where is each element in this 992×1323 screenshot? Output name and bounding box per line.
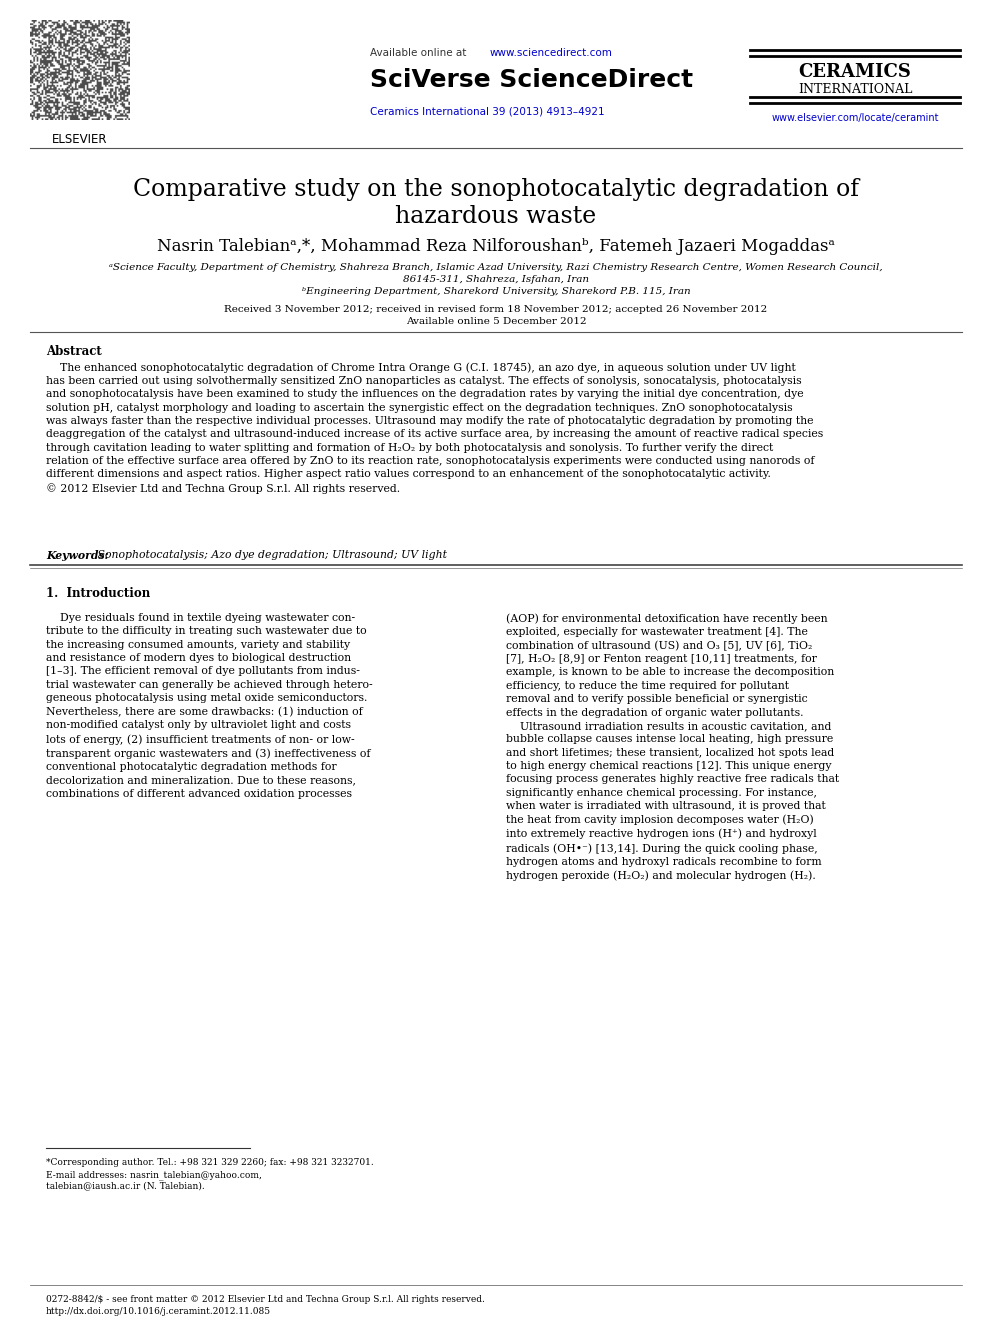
Text: ᵇEngineering Department, Sharekord University, Sharekord P.B. 115, Iran: ᵇEngineering Department, Sharekord Unive…	[302, 287, 690, 296]
Text: hazardous waste: hazardous waste	[396, 205, 596, 228]
Text: ᵃScience Faculty, Department of Chemistry, Shahreza Branch, Islamic Azad Univers: ᵃScience Faculty, Department of Chemistr…	[109, 263, 883, 273]
Text: INTERNATIONAL: INTERNATIONAL	[798, 83, 913, 97]
Text: 0272-8842/$ - see front matter © 2012 Elsevier Ltd and Techna Group S.r.l. All r: 0272-8842/$ - see front matter © 2012 El…	[46, 1295, 485, 1304]
Text: Nasrin Talebianᵃ,*, Mohammad Reza Nilforoushanᵇ, Fatemeh Jazaeri Mogaddasᵃ: Nasrin Talebianᵃ,*, Mohammad Reza Nilfor…	[157, 238, 835, 255]
Text: Abstract: Abstract	[46, 345, 102, 359]
Text: 86145-311, Shahreza, Isfahan, Iran: 86145-311, Shahreza, Isfahan, Iran	[403, 275, 589, 284]
Text: talebian@iaush.ac.ir (N. Talebian).: talebian@iaush.ac.ir (N. Talebian).	[46, 1181, 204, 1189]
Text: Dye residuals found in textile dyeing wastewater con-
tribute to the difficulty : Dye residuals found in textile dyeing wa…	[46, 613, 373, 799]
Text: Keywords:: Keywords:	[46, 550, 109, 561]
Text: http://dx.doi.org/10.1016/j.ceramint.2012.11.085: http://dx.doi.org/10.1016/j.ceramint.201…	[46, 1307, 271, 1316]
Text: Available online at: Available online at	[370, 48, 469, 58]
Text: The enhanced sonophotocatalytic degradation of Chrome Intra Orange G (C.I. 18745: The enhanced sonophotocatalytic degradat…	[46, 363, 823, 493]
Text: www.elsevier.com/locate/ceramint: www.elsevier.com/locate/ceramint	[771, 112, 938, 123]
Text: (AOP) for environmental detoxification have recently been
exploited, especially : (AOP) for environmental detoxification h…	[506, 613, 839, 881]
Text: Available online 5 December 2012: Available online 5 December 2012	[406, 318, 586, 325]
Text: Sonophotocatalysis; Azo dye degradation; Ultrasound; UV light: Sonophotocatalysis; Azo dye degradation;…	[94, 550, 447, 560]
Text: www.sciencedirect.com: www.sciencedirect.com	[490, 48, 613, 58]
Text: Received 3 November 2012; received in revised form 18 November 2012; accepted 26: Received 3 November 2012; received in re…	[224, 306, 768, 314]
Text: Ceramics International 39 (2013) 4913–4921: Ceramics International 39 (2013) 4913–49…	[370, 106, 605, 116]
Text: *Corresponding author. Tel.: +98 321 329 2260; fax: +98 321 3232701.: *Corresponding author. Tel.: +98 321 329…	[46, 1158, 374, 1167]
Text: 1.  Introduction: 1. Introduction	[46, 587, 150, 601]
Text: Comparative study on the sonophotocatalytic degradation of: Comparative study on the sonophotocataly…	[133, 179, 859, 201]
Text: SciVerse ScienceDirect: SciVerse ScienceDirect	[370, 67, 693, 93]
Text: CERAMICS: CERAMICS	[799, 64, 912, 81]
Text: E-mail addresses: nasrin_talebian@yahoo.com,: E-mail addresses: nasrin_talebian@yahoo.…	[46, 1170, 262, 1180]
Text: ELSEVIER: ELSEVIER	[53, 134, 108, 146]
